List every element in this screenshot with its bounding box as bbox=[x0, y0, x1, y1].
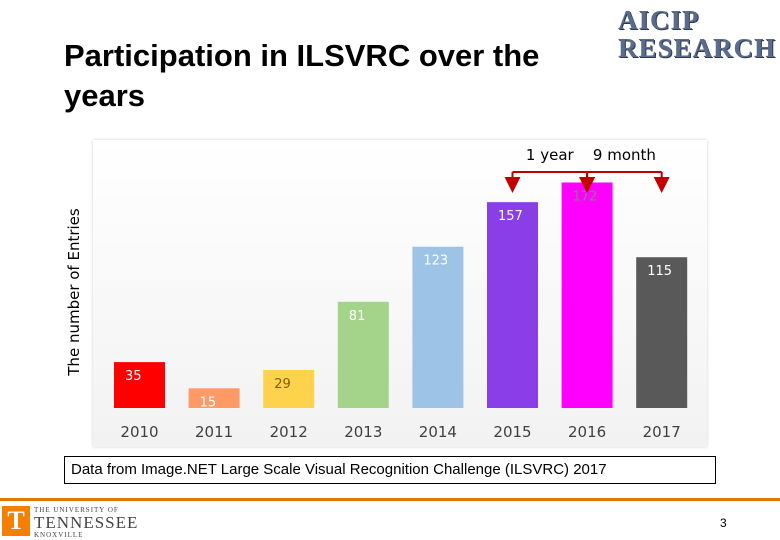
bar-2012 bbox=[263, 369, 315, 408]
footer-rule bbox=[0, 498, 780, 501]
data-label-2017: 115 bbox=[647, 264, 672, 279]
bar-2015 bbox=[487, 202, 538, 408]
data-label-2015: 157 bbox=[498, 209, 523, 224]
x-tick-label-2014: 2014 bbox=[419, 423, 457, 441]
x-tick-label-2013: 2013 bbox=[344, 423, 382, 441]
aicip-research-logo: AICIP RESEARCH bbox=[618, 6, 776, 62]
data-label-2013: 81 bbox=[349, 309, 366, 324]
power-t-icon: T bbox=[2, 506, 30, 536]
data-label-2012: 29 bbox=[274, 377, 291, 392]
x-tick-label-2010: 2010 bbox=[120, 423, 158, 441]
x-tick-label-2015: 2015 bbox=[493, 423, 531, 441]
slide-title: Participation in ILSVRC over the years bbox=[64, 38, 540, 113]
x-tick-label-2016: 2016 bbox=[568, 423, 606, 441]
annotation-label-0: 1 year bbox=[526, 146, 575, 164]
logo-line-1: AICIP bbox=[618, 5, 700, 35]
ut-logo-line-2: TENNESSEE bbox=[34, 513, 139, 532]
x-tick-label-2012: 2012 bbox=[270, 423, 308, 441]
bar-2010 bbox=[114, 362, 165, 408]
bar-2017 bbox=[636, 257, 688, 408]
bar-2011 bbox=[188, 388, 240, 408]
page-number: 3 bbox=[720, 516, 727, 530]
data-label-2014: 123 bbox=[423, 254, 448, 269]
university-of-tennessee-logo: T THE UNIVERSITY OF TENNESSEE KNOXVILLE bbox=[2, 506, 142, 539]
bar-2013 bbox=[337, 301, 389, 408]
data-label-2016: 172 bbox=[573, 189, 598, 204]
annotation-label-1: 9 month bbox=[593, 146, 656, 164]
data-label-2010: 35 bbox=[125, 369, 142, 384]
ut-logo-line-1: THE UNIVERSITY OF bbox=[34, 506, 119, 514]
data-label-2011: 15 bbox=[200, 395, 217, 410]
logo-line-2: RESEARCH bbox=[618, 33, 777, 63]
data-source-caption: Data from Image.NET Large Scale Visual R… bbox=[64, 456, 716, 484]
x-tick-label-2011: 2011 bbox=[195, 423, 233, 441]
x-tick-label-2017: 2017 bbox=[643, 423, 681, 441]
bar-2016 bbox=[561, 182, 613, 408]
bar-2014 bbox=[412, 246, 464, 408]
ut-logo-line-3: KNOXVILLE bbox=[34, 531, 84, 539]
